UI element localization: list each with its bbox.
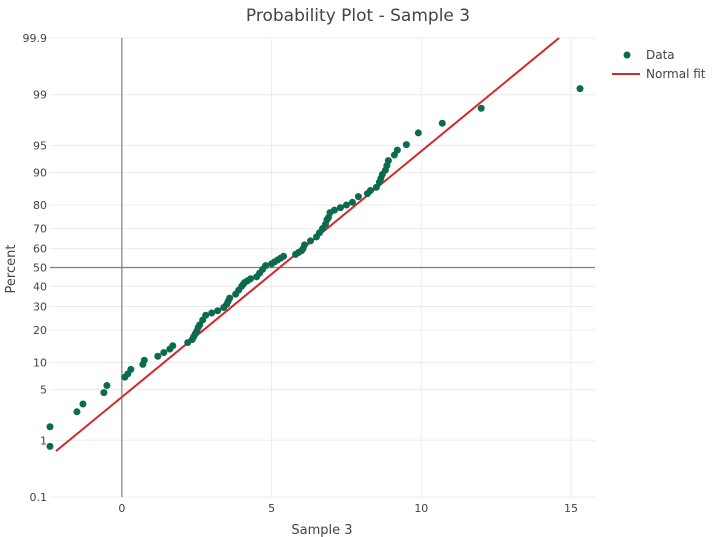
- reference-lines: [50, 38, 595, 497]
- y-tick-label: 99: [33, 89, 47, 102]
- data-point: [202, 311, 210, 319]
- data-point: [79, 400, 87, 408]
- data-point: [154, 352, 162, 360]
- x-tick-labels: 0 5 10 15: [118, 502, 578, 515]
- y-tick-labels: 0.1 1 5 10 20 30 40 50 60 70 80 90 95 99 99.9: [23, 32, 48, 504]
- legend-fit-label: Normal fit: [646, 67, 706, 81]
- y-tick-label: 50: [33, 262, 47, 275]
- chart-title: Probability Plot - Sample 3: [246, 6, 470, 26]
- y-axis-label: Percent: [4, 245, 19, 294]
- y-tick-label: 60: [33, 243, 47, 256]
- x-tick-label: 10: [414, 502, 428, 515]
- y-tick-label: 20: [33, 324, 47, 337]
- data-point: [280, 252, 288, 260]
- data-point: [127, 365, 135, 373]
- data-point: [169, 342, 177, 350]
- data-point: [208, 309, 216, 317]
- data-point: [103, 382, 111, 390]
- data-point: [336, 204, 344, 212]
- y-tick-label: 90: [33, 166, 47, 179]
- y-tick-label: 1: [40, 434, 47, 447]
- x-tick-label: 15: [564, 502, 578, 515]
- x-axis-label: Sample 3: [291, 523, 352, 537]
- data-point: [393, 146, 401, 154]
- y-tick-label: 99.9: [23, 32, 48, 45]
- data-point: [342, 201, 350, 209]
- data-point: [348, 198, 356, 206]
- data-point: [307, 237, 315, 245]
- data-point: [354, 193, 362, 201]
- data-point: [140, 356, 148, 364]
- data-point: [576, 85, 584, 93]
- y-tick-label: 80: [33, 199, 47, 212]
- data-point: [226, 294, 234, 302]
- data-points: [46, 85, 584, 450]
- y-tick-label: 0.1: [30, 491, 48, 504]
- y-tick-label: 5: [40, 384, 47, 397]
- legend-data-marker: [623, 51, 631, 59]
- data-point: [73, 408, 81, 416]
- data-point: [160, 349, 168, 357]
- data-point: [477, 104, 485, 112]
- data-point: [214, 307, 222, 315]
- legend-data-label: Data: [646, 48, 675, 62]
- data-point: [384, 157, 392, 165]
- data-point: [438, 119, 446, 127]
- data-point: [414, 129, 422, 137]
- data-point: [366, 187, 374, 195]
- y-tick-label: 40: [33, 280, 47, 293]
- data-point: [100, 389, 108, 397]
- legend[interactable]: Data Normal fit: [612, 48, 706, 81]
- data-point: [301, 241, 309, 249]
- y-tick-label: 95: [33, 139, 47, 152]
- data-point: [372, 183, 380, 191]
- x-tick-label: 0: [118, 502, 125, 515]
- y-tick-label: 30: [33, 300, 47, 313]
- x-tick-label: 5: [268, 502, 275, 515]
- data-point: [402, 141, 410, 149]
- y-tick-label: 70: [33, 223, 47, 236]
- data-point: [247, 275, 255, 283]
- y-tick-label: 10: [33, 357, 47, 370]
- data-point: [46, 442, 54, 450]
- data-point: [262, 262, 270, 270]
- data-point: [46, 423, 54, 431]
- data-point: [330, 206, 338, 214]
